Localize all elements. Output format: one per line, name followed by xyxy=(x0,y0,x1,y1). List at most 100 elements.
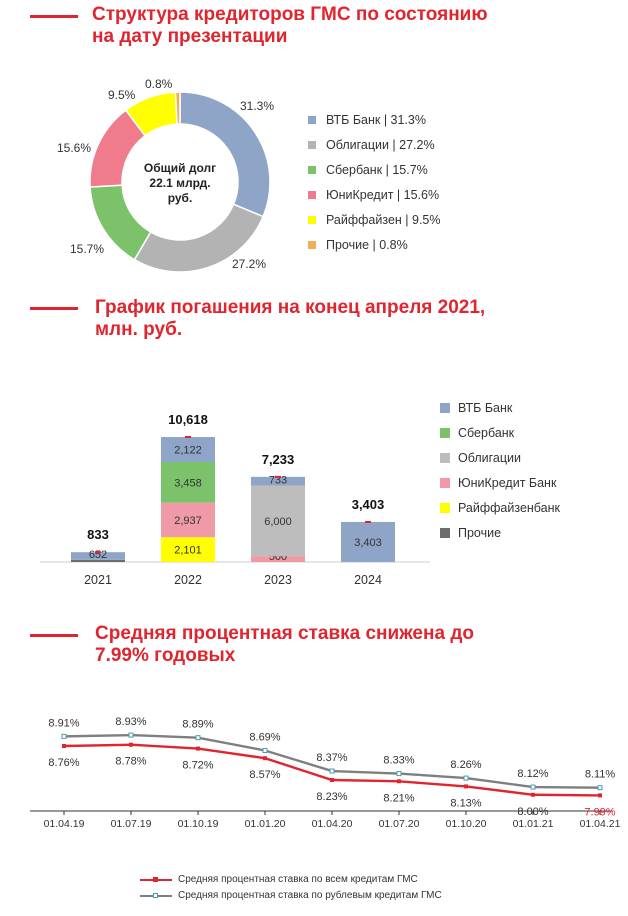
line-point-all-loans xyxy=(330,778,334,782)
bar-total-label: 10,618 xyxy=(168,412,208,427)
line-point-label: 8.33% xyxy=(383,755,414,767)
line-point-ruble-loans xyxy=(195,735,201,741)
legend-swatch xyxy=(440,428,450,438)
line-point-ruble-loans xyxy=(396,771,402,777)
donut-slice-label-4: 15.6% xyxy=(57,141,91,155)
line-point-label: 8.91% xyxy=(48,717,79,729)
donut-legend-item-1: ВТБ Банк | 31.3% xyxy=(308,112,441,137)
line-point-label: 8.57% xyxy=(249,769,280,781)
line-point-label: 8.37% xyxy=(316,752,347,764)
donut-center-text-line-1: Общий долг xyxy=(144,161,216,175)
bar-legend-item-юникредит-банк: ЮниКредит Банк xyxy=(440,475,560,500)
line-point-all-loans xyxy=(531,792,535,797)
line-point-all-loans xyxy=(62,744,66,748)
bar-segment-втб-банк-2022 xyxy=(161,437,215,462)
section1-title-line1: Структура кредиторов ГМС по состоянию xyxy=(92,4,488,25)
donut-slice-label-2: 27.2% xyxy=(232,257,266,271)
donut-legend: ВТБ Банк | 31.3% Облигации | 27.2% Сбербан… xyxy=(308,112,441,262)
donut-slice-label-6: 0.8% xyxy=(145,77,173,91)
line-point-label: 8.72% xyxy=(182,760,213,772)
legend-swatch xyxy=(308,216,316,224)
line-legend-item-ruble-loans: Средняя процентная ставка по рублевым кр… xyxy=(140,889,442,905)
section2-title-line1: График погашения на конец апреля 2021, xyxy=(95,297,486,318)
legend-swatch xyxy=(308,166,316,174)
line-point-all-loans xyxy=(464,784,468,789)
bar-category-label: 2023 xyxy=(264,573,292,587)
section2-accent-line xyxy=(30,307,78,310)
line-x-tick-label: 01.01.21 xyxy=(513,818,554,830)
line-point-all-loans xyxy=(263,756,267,761)
bar-segment-label: 2,937 xyxy=(174,515,202,527)
bar-segment-label: 2,122 xyxy=(174,444,202,456)
bar-segment-label: 3,458 xyxy=(174,477,202,489)
donut-center-text-line-3: руб. xyxy=(168,191,193,205)
line-x-tick-label: 01.10.20 xyxy=(446,818,487,830)
legend-label: Прочие xyxy=(458,526,502,540)
line-point-ruble-loans xyxy=(128,732,134,738)
line-point-label: 8.11% xyxy=(585,769,616,781)
line-point-ruble-loans xyxy=(530,784,536,790)
legend-label: Средняя процентная ставка по всем кредит… xyxy=(178,874,418,885)
bar-top-marker xyxy=(365,520,371,523)
legend-label: Райффайзен | 9.5% xyxy=(326,213,441,227)
donut-legend-item-2: Облигации | 27.2% xyxy=(308,137,441,162)
donut-slice-label-5: 9.5% xyxy=(108,88,136,102)
line-point-all-loans xyxy=(129,742,133,747)
donut-legend-item-3: Сбербанк | 15.7% xyxy=(308,162,441,187)
line-point-ruble-loans xyxy=(463,775,469,781)
line-point-label: 8.93% xyxy=(115,716,146,728)
line-point-label: 8.26% xyxy=(450,759,481,771)
bar-segment-label: 3,403 xyxy=(354,537,382,549)
legend-swatch xyxy=(308,191,316,199)
section3-title-line2: 7.99% годовых xyxy=(95,645,236,666)
line-point-label: 8.23% xyxy=(316,791,347,803)
bar-segment-юникредит-банк-2023 xyxy=(251,556,305,562)
legend-marker xyxy=(153,893,158,898)
legend-swatch xyxy=(440,528,450,538)
line-point-label: 8.13% xyxy=(450,797,481,809)
section3-title: Средняя процентная ставка снижена до 7.9… xyxy=(95,623,474,667)
legend-label: ВТБ Банк | 31.3% xyxy=(326,113,426,127)
bar-segment-label: 733 xyxy=(269,474,287,486)
donut-legend-item-6: Прочие | 0.8% xyxy=(308,237,441,262)
section3-accent-line xyxy=(30,634,78,637)
section3-title-line1: Средняя процентная ставка снижена до xyxy=(95,623,474,644)
line-point-all-loans xyxy=(397,779,401,784)
line-point-all-loans xyxy=(598,793,602,798)
bar-segment-юникредит-банк-2022 xyxy=(161,502,215,538)
donut-center-text-line-2: 22.1 млрд. xyxy=(149,176,210,190)
legend-label: ЮниКредит | 15.6% xyxy=(326,188,440,202)
donut-legend-item-5: Райффайзен | 9.5% xyxy=(308,212,441,237)
line-x-tick-label: 01.01.20 xyxy=(245,818,286,830)
bar-segment-сбербанк-2022 xyxy=(161,461,215,503)
line-point-label: 8.78% xyxy=(115,756,146,768)
line-legend: Средняя процентная ставка по всем кредит… xyxy=(140,873,442,905)
donut-slice-6 xyxy=(174,91,181,125)
line-point-ruble-loans xyxy=(61,733,67,739)
line-x-tick-label: 01.10.19 xyxy=(178,818,219,830)
bar-legend-item-райффайзенбанк: Райффайзенбанк xyxy=(440,500,560,525)
legend-swatch xyxy=(308,241,316,249)
bar-legend-item-облигации: Облигации xyxy=(440,450,560,475)
bar-legend: ВТБ Банк Сбербанк Облигации ЮниКредит Банк Р… xyxy=(440,400,560,550)
bar-segment-label: 2,101 xyxy=(174,545,202,557)
line-point-label: 8.00% xyxy=(517,806,548,818)
line-point-label: 8.69% xyxy=(249,731,280,743)
donut-slice-1 xyxy=(179,91,271,218)
legend-label: Средняя процентная ставка по рублевым кр… xyxy=(178,890,442,901)
donut-chart: 31.3% 27.2% 15.7% 15.6% 9.5% 0.8% Общий долг22… xyxy=(57,77,274,273)
legend-swatch xyxy=(440,503,450,513)
bar-segment-label: 6,000 xyxy=(264,516,292,528)
legend-label: ЮниКредит Банк xyxy=(458,476,557,490)
legend-label: Облигации xyxy=(458,451,521,465)
legend-swatch xyxy=(440,478,450,488)
bar-total-label: 833 xyxy=(87,527,109,542)
line-x-tick-label: 01.07.20 xyxy=(379,818,420,830)
line-point-label: 8.21% xyxy=(383,792,414,804)
legend-label: Райффайзенбанк xyxy=(458,501,561,515)
bar-segment-втб-банк-2021 xyxy=(71,552,125,560)
bar-segment-облигации-2023 xyxy=(251,485,305,557)
bar-category-label: 2024 xyxy=(354,573,382,587)
line-point-ruble-loans xyxy=(262,747,268,753)
line-x-tick-label: 01.07.19 xyxy=(111,818,152,830)
